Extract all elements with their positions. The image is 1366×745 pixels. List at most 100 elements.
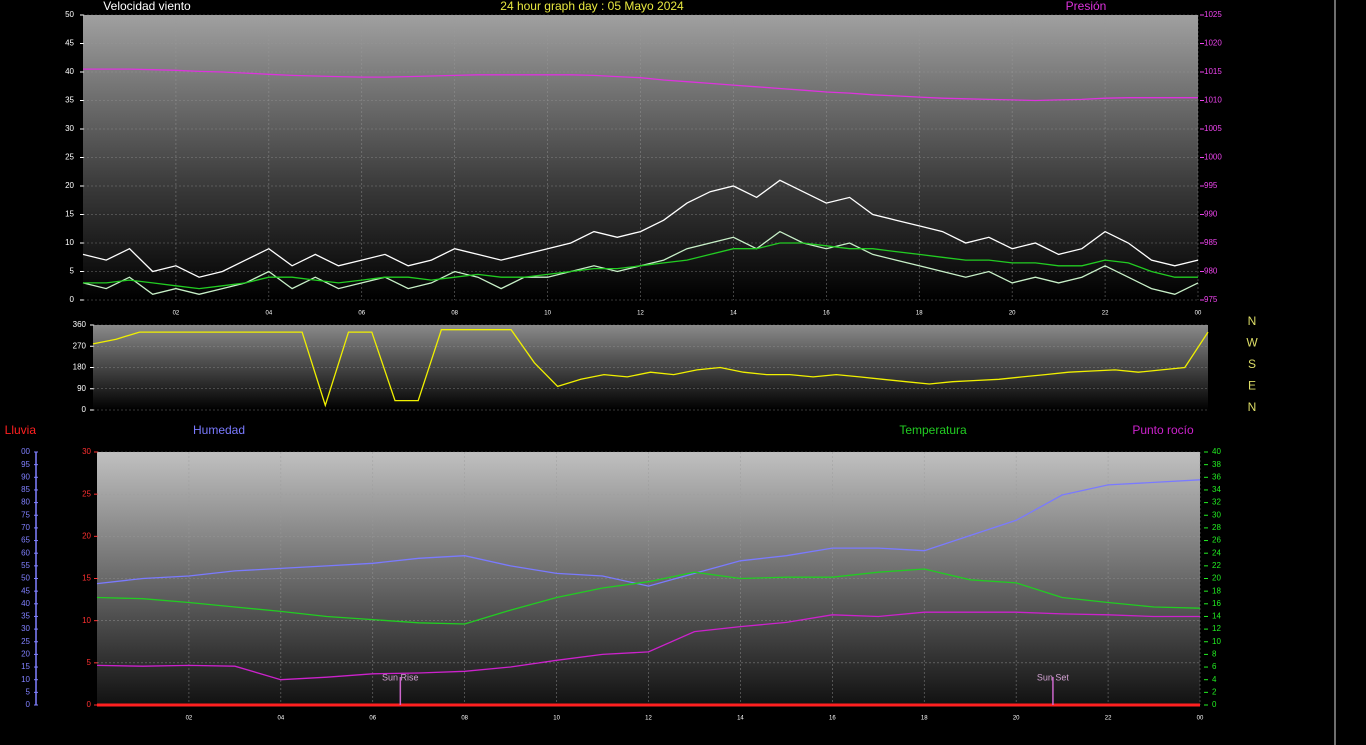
legend-label: Humedad — [193, 423, 245, 437]
y-tick-label: 25 — [82, 489, 91, 498]
y3-tick-label: 00 — [21, 447, 30, 456]
x-tick-label: 10 — [553, 716, 560, 722]
y2-tick-label: 990 — [1204, 210, 1218, 219]
y-tick-label: 0 — [70, 295, 75, 304]
x-tick-label: 08 — [461, 716, 468, 722]
y3-tick-label: 90 — [21, 472, 30, 481]
x-tick-label: 14 — [730, 311, 737, 317]
y3-tick-label: 55 — [21, 561, 30, 570]
y-tick-label: 10 — [82, 616, 91, 625]
y3-tick-label: 5 — [26, 687, 31, 696]
y-tick-label: 40 — [65, 67, 74, 76]
x-tick-label: 18 — [916, 311, 923, 317]
y2-tick-label: 1015 — [1204, 67, 1222, 76]
compass-label: N — [1248, 314, 1257, 328]
y3-tick-label: 95 — [21, 460, 30, 469]
y2-tick-label: 1000 — [1204, 153, 1222, 162]
chart-title: 24 hour graph day : 05 Mayo 2024 — [500, 0, 684, 13]
x-tick-label: 04 — [265, 311, 272, 317]
y-tick-label: 180 — [73, 363, 87, 372]
y2-tick-label: 20 — [1212, 574, 1221, 583]
legend-label: Velocidad viento — [103, 0, 191, 13]
series-line — [82, 179, 1199, 278]
series-line — [92, 329, 1209, 408]
y2-tick-label: 34 — [1212, 485, 1221, 494]
y2-tick-label: 32 — [1212, 498, 1221, 507]
y2-tick-label: 975 — [1204, 295, 1218, 304]
y-tick-label: 25 — [65, 153, 74, 162]
x-tick-label: 20 — [1013, 716, 1020, 722]
x-tick-label: 08 — [451, 311, 458, 317]
y-tick-label: 5 — [70, 267, 75, 276]
y2-tick-label: 1005 — [1204, 124, 1222, 133]
y3-tick-label: 30 — [21, 624, 30, 633]
x-tick-label: 00 — [1195, 311, 1202, 317]
y2-tick-label: 0 — [1212, 700, 1217, 709]
y3-tick-label: 75 — [21, 510, 30, 519]
x-tick-label: 12 — [637, 311, 644, 317]
y3-tick-label: 10 — [21, 675, 30, 684]
y-tick-label: 15 — [82, 574, 91, 583]
x-tick-label: 16 — [823, 311, 830, 317]
x-tick-label: 00 — [1197, 716, 1204, 722]
y2-tick-label: 24 — [1212, 548, 1221, 557]
y3-tick-label: 35 — [21, 612, 30, 621]
x-tick-label: 06 — [369, 716, 376, 722]
y2-tick-label: 38 — [1212, 460, 1221, 469]
x-tick-label: 22 — [1102, 311, 1109, 317]
y3-tick-label: 0 — [26, 700, 31, 709]
y2-tick-label: 1025 — [1204, 10, 1222, 19]
y-tick-label: 45 — [65, 39, 74, 48]
y3-tick-label: 20 — [21, 650, 30, 659]
y-tick-label: 30 — [82, 447, 91, 456]
x-tick-label: 20 — [1009, 311, 1016, 317]
series-line — [83, 242, 1198, 290]
y2-tick-label: 18 — [1212, 586, 1221, 595]
y3-tick-label: 50 — [21, 574, 30, 583]
y2-tick-label: 40 — [1212, 447, 1221, 456]
y-tick-label: 20 — [65, 181, 74, 190]
y-tick-label: 0 — [87, 700, 92, 709]
y2-tick-label: 12 — [1212, 624, 1221, 633]
y2-tick-label: 995 — [1204, 181, 1218, 190]
x-tick-label: 14 — [737, 716, 744, 722]
x-tick-label: 18 — [921, 716, 928, 722]
y-tick-label: 20 — [82, 531, 91, 540]
y-tick-label: 360 — [73, 320, 87, 329]
y2-tick-label: 2 — [1212, 687, 1217, 696]
x-tick-label: 06 — [358, 311, 365, 317]
x-tick-label: 02 — [186, 716, 193, 722]
y-tick-label: 10 — [65, 238, 74, 247]
y2-tick-label: 1020 — [1204, 39, 1222, 48]
y3-tick-label: 65 — [21, 536, 30, 545]
y3-tick-label: 70 — [21, 523, 30, 532]
y2-tick-label: 36 — [1212, 472, 1221, 481]
y2-tick-label: 1010 — [1204, 96, 1222, 105]
annotation-label: Sun Set — [1037, 672, 1070, 682]
y2-tick-label: 4 — [1212, 675, 1217, 684]
compass-label: N — [1248, 400, 1257, 414]
y2-tick-label: 10 — [1212, 637, 1221, 646]
series-line — [96, 611, 1200, 681]
y3-tick-label: 15 — [21, 662, 30, 671]
legend-label: Presión — [1066, 0, 1107, 13]
y3-tick-label: 40 — [21, 599, 30, 608]
series-line — [96, 479, 1201, 587]
y-tick-label: 0 — [82, 405, 87, 414]
x-tick-label: 02 — [173, 311, 180, 317]
y2-tick-label: 8 — [1212, 650, 1217, 659]
annotation-label: Sun Rise — [382, 672, 419, 682]
y-tick-label: 15 — [65, 210, 74, 219]
x-tick-label: 10 — [544, 311, 551, 317]
series-line — [96, 568, 1201, 625]
x-tick-label: 16 — [829, 716, 836, 722]
y2-tick-label: 16 — [1212, 599, 1221, 608]
y2-tick-label: 6 — [1212, 662, 1217, 671]
legend-label: Punto rocío — [1132, 423, 1194, 437]
y3-tick-label: 80 — [21, 498, 30, 507]
y-tick-label: 35 — [65, 96, 74, 105]
compass-label: E — [1248, 379, 1256, 393]
y3-tick-label: 60 — [21, 548, 30, 557]
y3-tick-label: 85 — [21, 485, 30, 494]
